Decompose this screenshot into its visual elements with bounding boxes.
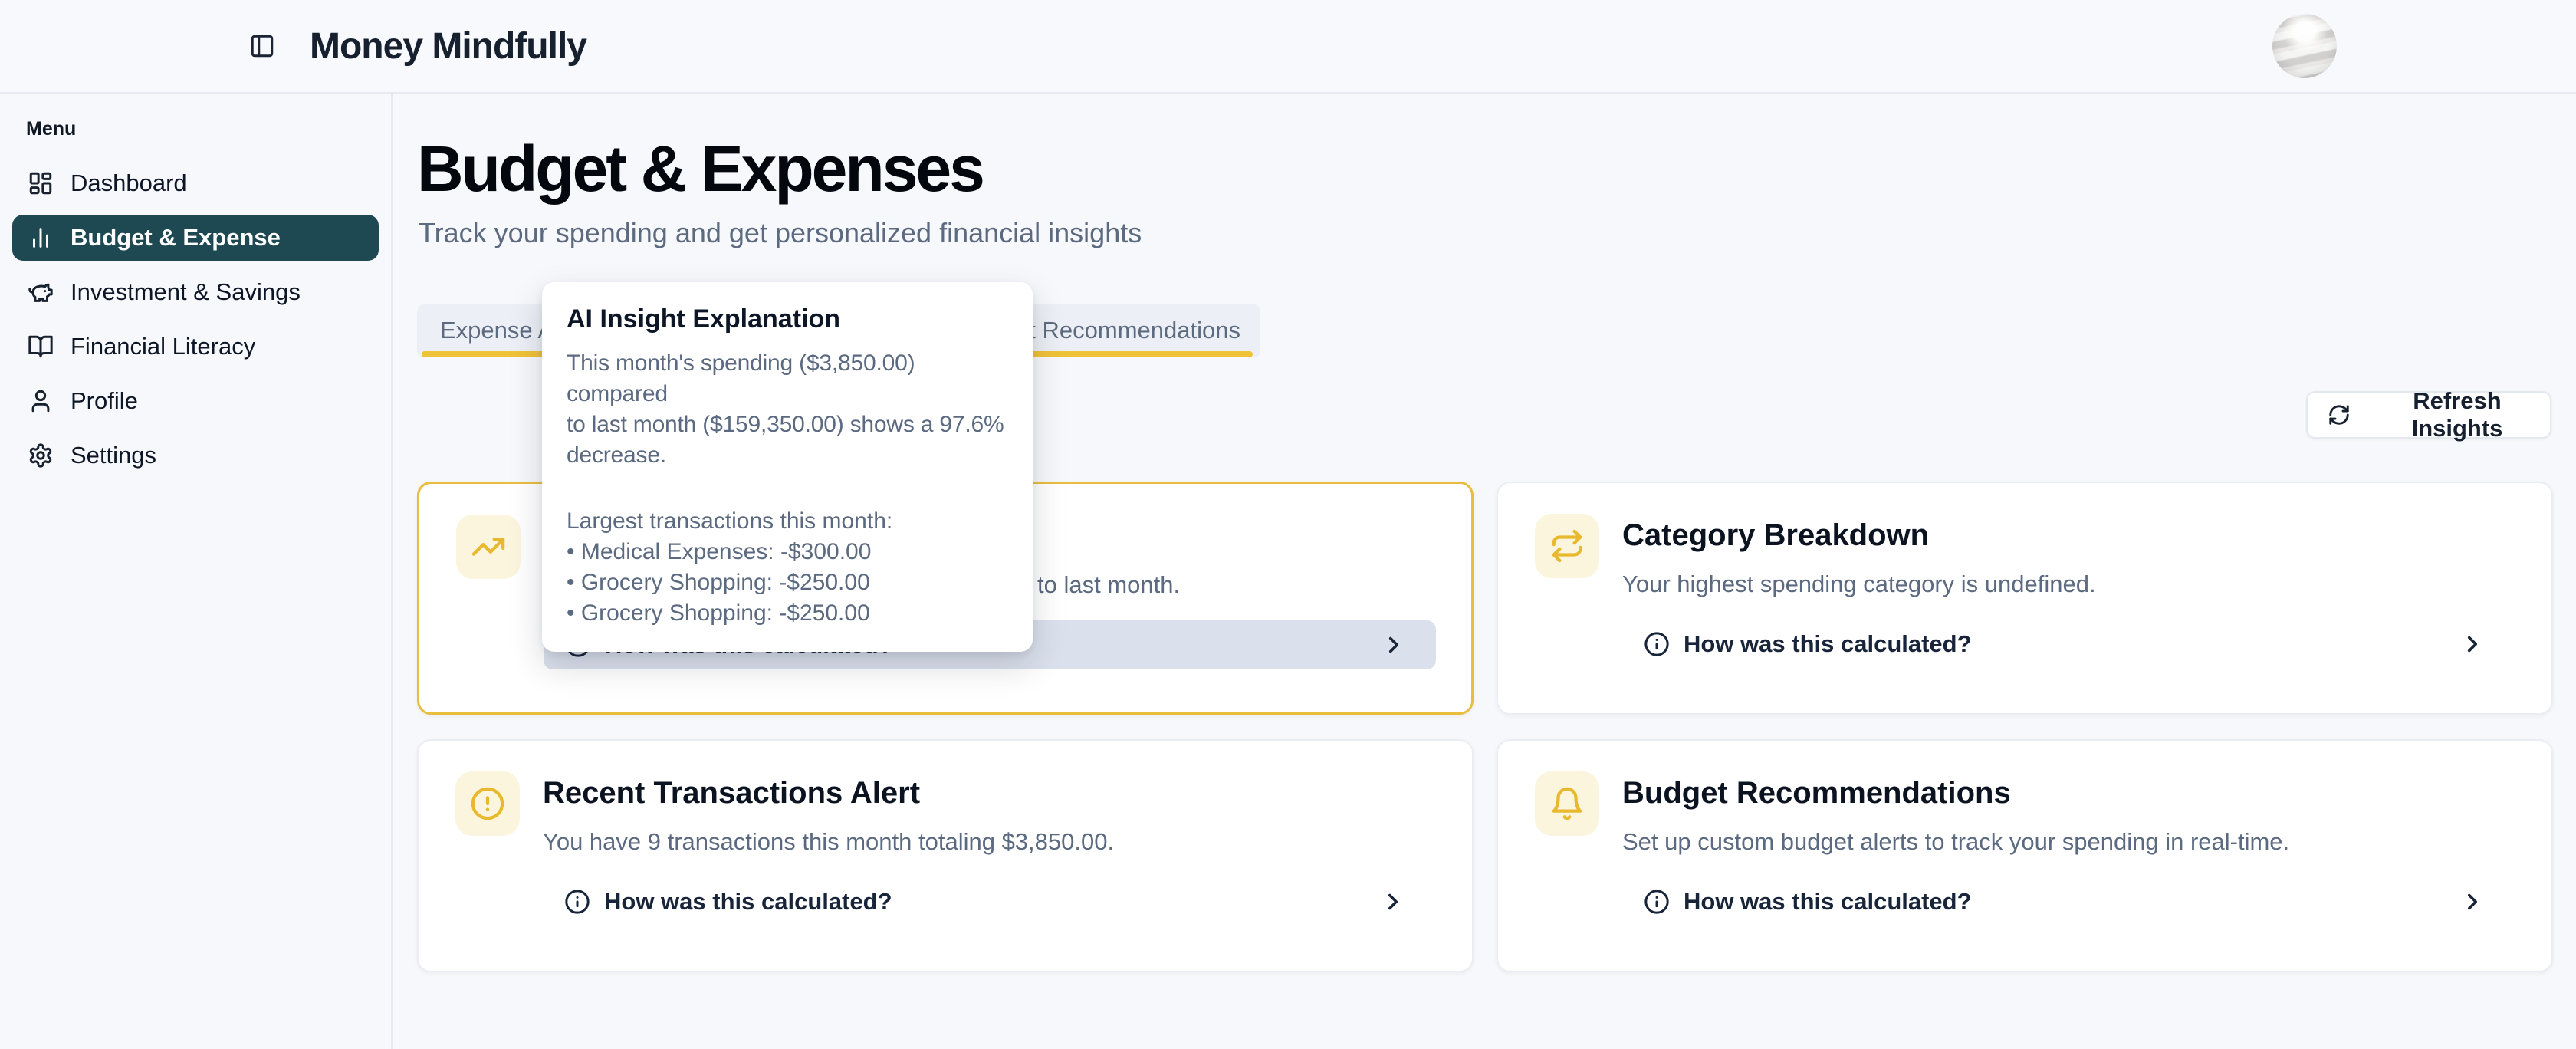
card-description-fragment: to last month. bbox=[1037, 571, 1181, 598]
how-calculated-label: How was this calculated? bbox=[604, 888, 892, 915]
sidebar-item-label: Settings bbox=[71, 442, 157, 469]
sidebar-item-label: Financial Literacy bbox=[71, 333, 256, 360]
popover-bullet: Medical Expenses: -$300.00 bbox=[567, 537, 1010, 567]
popover-text-line: to last month ($159,350.00) shows a 97.6… bbox=[567, 412, 1004, 437]
popover-text-line: This month's spending ($3,850.00) compar… bbox=[567, 350, 915, 406]
card-title: Recent Transactions Alert bbox=[543, 776, 921, 810]
refresh-insights-button[interactable]: Refresh Insights bbox=[2306, 387, 2551, 442]
sidebar: Menu Dashboard Budget & Expense Investme… bbox=[0, 94, 393, 1049]
chevron-right-icon bbox=[2459, 889, 2486, 915]
avatar[interactable] bbox=[2272, 14, 2337, 78]
sidebar-item-budget-expense[interactable]: Budget & Expense bbox=[12, 215, 379, 261]
popover-title: AI Insight Explanation bbox=[567, 304, 841, 334]
how-calculated-row[interactable]: How was this calculated? bbox=[543, 877, 1435, 926]
card-title: Category Breakdown bbox=[1622, 518, 1930, 552]
refresh-icon bbox=[2328, 403, 2351, 426]
sidebar-item-settings[interactable]: Settings bbox=[12, 432, 379, 478]
sidebar-item-financial-literacy[interactable]: Financial Literacy bbox=[12, 324, 379, 370]
sidebar-menu-label: Menu bbox=[26, 118, 77, 140]
sidebar-item-label: Profile bbox=[71, 387, 138, 414]
popover-body: This month's spending ($3,850.00) compar… bbox=[567, 348, 1010, 629]
how-calculated-label: How was this calculated? bbox=[1684, 888, 1972, 915]
card-category-breakdown: Category Breakdown Your highest spending… bbox=[1497, 482, 2553, 715]
alert-circle-icon bbox=[455, 771, 520, 836]
popover-list-intro: Largest transactions this month: bbox=[567, 508, 893, 534]
sidebar-item-label: Budget & Expense bbox=[71, 224, 281, 251]
chevron-right-icon bbox=[2459, 631, 2486, 657]
chevron-right-icon bbox=[1380, 889, 1406, 915]
trending-up-icon bbox=[456, 515, 521, 579]
info-icon bbox=[1644, 889, 1670, 915]
how-calculated-row[interactable]: How was this calculated? bbox=[1622, 620, 2515, 669]
card-description: Your highest spending category is undefi… bbox=[1622, 571, 2096, 597]
user-icon bbox=[28, 388, 54, 414]
ai-insight-popover: AI Insight Explanation This month's spen… bbox=[542, 282, 1033, 652]
info-icon bbox=[564, 889, 590, 915]
chevron-right-icon bbox=[1381, 632, 1407, 658]
how-calculated-row[interactable]: How was this calculated? bbox=[1622, 877, 2515, 926]
sidebar-item-profile[interactable]: Profile bbox=[12, 378, 379, 424]
popover-text-line: decrease. bbox=[567, 442, 666, 468]
card-description: Set up custom budget alerts to track you… bbox=[1622, 828, 2290, 855]
layout-dashboard-icon bbox=[28, 170, 54, 196]
sidebar-item-label: Dashboard bbox=[71, 169, 187, 196]
refresh-insights-label: Refresh Insights bbox=[2411, 387, 2503, 442]
page-title: Budget & Expenses bbox=[417, 133, 985, 205]
bell-icon bbox=[1535, 771, 1599, 836]
gear-icon bbox=[28, 442, 54, 469]
how-calculated-label: How was this calculated? bbox=[1684, 630, 1972, 657]
bar-chart-icon bbox=[28, 225, 54, 251]
sidebar-item-investment-savings[interactable]: Investment & Savings bbox=[12, 269, 379, 315]
info-icon bbox=[1644, 631, 1670, 657]
panel-left-icon bbox=[249, 33, 275, 59]
popover-bullet-list: Medical Expenses: -$300.00 Grocery Shopp… bbox=[567, 537, 1010, 629]
app-header: Money Mindfully bbox=[0, 0, 2576, 94]
repeat-icon bbox=[1535, 514, 1599, 578]
app-title: Money Mindfully bbox=[310, 25, 587, 67]
sidebar-item-dashboard[interactable]: Dashboard bbox=[12, 160, 379, 206]
sidebar-item-label: Investment & Savings bbox=[71, 278, 301, 305]
card-description: You have 9 transactions this month total… bbox=[543, 828, 1115, 855]
sidebar-toggle-button[interactable] bbox=[245, 29, 279, 63]
popover-bullet: Grocery Shopping: -$250.00 bbox=[567, 567, 1010, 598]
page-subtitle: Track your spending and get personalized… bbox=[419, 217, 1142, 248]
piggy-bank-icon bbox=[28, 279, 54, 305]
book-open-icon bbox=[28, 334, 54, 360]
card-budget-recommendations: Budget Recommendations Set up custom bud… bbox=[1497, 739, 2553, 972]
card-title: Budget Recommendations bbox=[1622, 776, 2011, 810]
popover-bullet: Grocery Shopping: -$250.00 bbox=[567, 598, 1010, 629]
card-recent-transactions-alert: Recent Transactions Alert You have 9 tra… bbox=[417, 739, 1474, 972]
